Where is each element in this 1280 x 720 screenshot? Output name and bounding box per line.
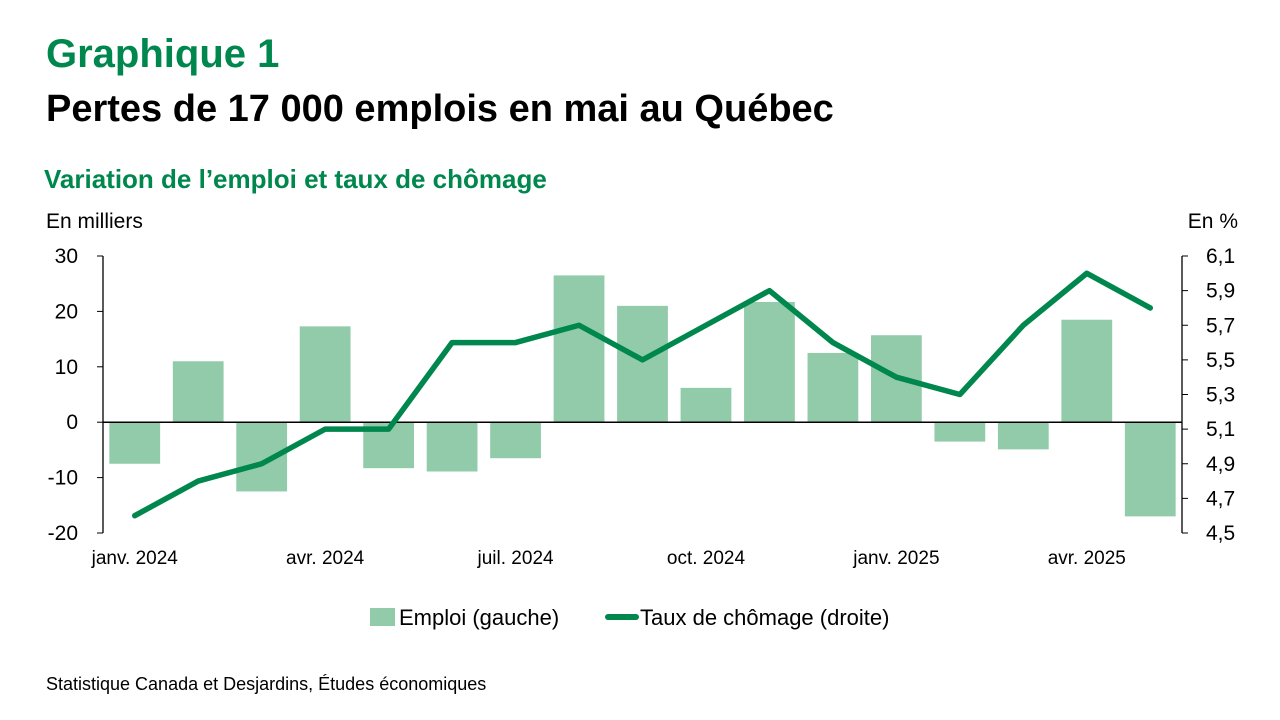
y-left-tick-label: -20 bbox=[48, 522, 78, 545]
bar-emploi bbox=[426, 422, 478, 472]
y-right-axis-label: En % bbox=[1188, 210, 1238, 233]
chart-headline: Pertes de 17 000 emplois en mai au Québe… bbox=[46, 88, 834, 130]
legend: Emploi (gauche) Taux de chômage (droite) bbox=[370, 605, 889, 630]
source-note: Statistique Canada et Desjardins, Études… bbox=[46, 674, 487, 694]
bar-emploi bbox=[934, 422, 986, 442]
y-right-tick-label: 5,3 bbox=[1206, 384, 1235, 407]
y-right-tick-label: 5,9 bbox=[1206, 280, 1235, 303]
bar-emploi bbox=[299, 326, 351, 423]
bar-emploi bbox=[997, 422, 1049, 450]
legend-label-line: Taux de chômage (droite) bbox=[640, 605, 889, 630]
x-tick-label: avr. 2025 bbox=[1048, 548, 1126, 569]
x-tick-label: oct. 2024 bbox=[667, 548, 746, 569]
bar-emploi bbox=[109, 422, 161, 464]
y-left-tick-label: -10 bbox=[48, 467, 78, 490]
bar-emploi bbox=[617, 305, 668, 423]
bar-emploi bbox=[172, 361, 224, 423]
y-right-tick-label: 4,9 bbox=[1206, 453, 1235, 476]
bar-emploi bbox=[1061, 319, 1113, 423]
bar-emploi bbox=[490, 422, 541, 459]
y-left-tick-label: 20 bbox=[55, 300, 78, 323]
chart-title: Variation de l’emploi et taux de chômage bbox=[44, 164, 547, 194]
x-tick-label: janv. 2025 bbox=[852, 548, 939, 569]
y-right-tick-label: 6,1 bbox=[1206, 245, 1235, 268]
bar-emploi bbox=[807, 352, 859, 423]
y-right-tick-label: 5,5 bbox=[1206, 349, 1235, 372]
bar-emploi bbox=[1124, 422, 1176, 517]
axes bbox=[102, 256, 1183, 533]
bar-emploi bbox=[553, 275, 605, 423]
y-right-tick-label: 4,7 bbox=[1206, 487, 1235, 510]
x-tick-label: avr. 2024 bbox=[286, 548, 365, 569]
y-left-tick-label: 0 bbox=[66, 411, 78, 434]
y-left-tick-label: 30 bbox=[55, 245, 78, 268]
x-axis: janv. 2024 avr. 2024 juil. 2024 oct. 2024 ja… bbox=[91, 548, 1126, 569]
line-taux-chomage bbox=[131, 270, 1154, 519]
x-tick-label: janv. 2024 bbox=[91, 548, 179, 569]
y-left-tick-label: 10 bbox=[55, 356, 78, 379]
y-right-tick-label: 5,7 bbox=[1206, 314, 1235, 337]
line-series bbox=[131, 270, 1154, 519]
y-left-axis: 30 20 10 0 -10 -20 bbox=[48, 245, 103, 545]
y-left-axis-label: En milliers bbox=[46, 210, 143, 233]
bar-emploi bbox=[680, 387, 732, 423]
y-right-axis: 6,1 5,9 5,7 5,5 5,3 5,1 4,9 4,7 4,5 bbox=[1182, 245, 1235, 545]
legend-swatch-bar bbox=[370, 608, 395, 626]
y-right-tick-label: 5,1 bbox=[1206, 418, 1235, 441]
legend-label-bar: Emploi (gauche) bbox=[399, 605, 559, 630]
bar-series bbox=[109, 275, 1176, 517]
y-right-tick-label: 4,5 bbox=[1206, 522, 1235, 545]
bar-emploi bbox=[744, 301, 795, 423]
x-tick-label: juil. 2024 bbox=[477, 548, 554, 569]
chart-number-title: Graphique 1 bbox=[46, 32, 280, 76]
